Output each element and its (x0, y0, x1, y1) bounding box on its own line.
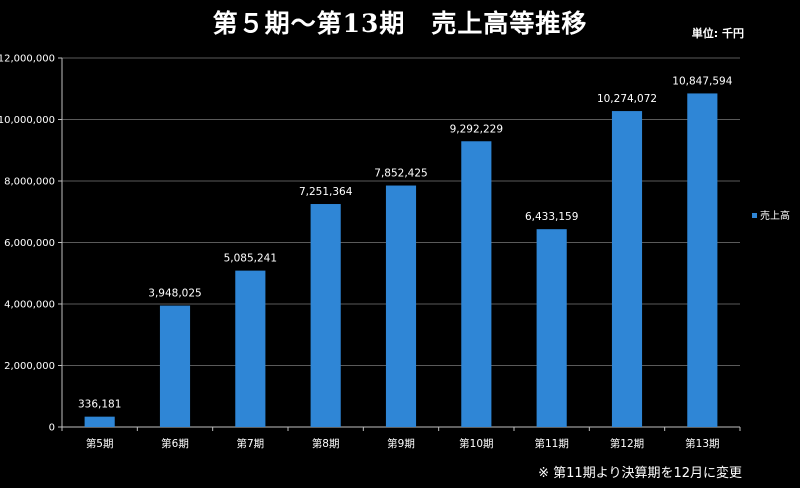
data-label: 10,274,072 (597, 93, 657, 105)
bar-4 (310, 204, 341, 427)
bars (84, 93, 718, 427)
x-category-label: 第12期 (610, 437, 644, 450)
bar-7 (536, 229, 567, 427)
data-label: 7,251,364 (299, 186, 353, 198)
y-tick-label: 10,000,000 (0, 115, 55, 126)
y-tick-label: 8,000,000 (4, 177, 55, 188)
data-label: 3,948,025 (148, 288, 201, 300)
legend: 売上高 (752, 209, 790, 222)
legend-label: 売上高 (760, 209, 790, 222)
y-tick-label: 0 (49, 423, 55, 434)
unit-label: 単位: 千円 (691, 27, 744, 40)
bar-2 (159, 305, 191, 427)
x-category-label: 第6期 (161, 437, 189, 450)
y-tick-label: 12,000,000 (0, 54, 55, 65)
fiscal-period-footnote: ※ 第11期より決算期を12月に変更 (538, 466, 742, 481)
y-tick-label: 6,000,000 (4, 238, 55, 249)
legend-swatch (752, 213, 757, 218)
data-label: 7,852,425 (374, 168, 427, 180)
data-label: 5,085,241 (224, 253, 277, 265)
y-tick-label: 4,000,000 (4, 300, 55, 311)
data-label: 6,433,159 (525, 211, 578, 223)
x-category-label: 第11期 (534, 437, 568, 450)
bar-5 (385, 185, 417, 427)
x-category-label: 第7期 (236, 437, 264, 450)
y-tick-label: 2,000,000 (4, 361, 55, 372)
x-category-label: 第5期 (86, 437, 114, 450)
x-category-label: 第8期 (312, 437, 340, 450)
bar-9 (687, 93, 718, 427)
bar-8 (611, 111, 643, 427)
bar-6 (461, 141, 492, 427)
data-labels: 336,181 3,948,025 5,085,241 7,251,364 7,852,… (78, 75, 733, 410)
chart-title: 第５期～第13期 売上高等推移 (212, 9, 588, 38)
data-label: 9,292,229 (450, 123, 503, 135)
data-label: 336,181 (78, 399, 121, 411)
bar-3 (235, 270, 266, 427)
bar-1 (84, 416, 115, 427)
x-category-label: 第10期 (459, 437, 493, 450)
x-category-label: 第9期 (387, 437, 415, 450)
x-category-label: 第13期 (685, 437, 719, 450)
data-label: 10,847,594 (672, 75, 732, 87)
